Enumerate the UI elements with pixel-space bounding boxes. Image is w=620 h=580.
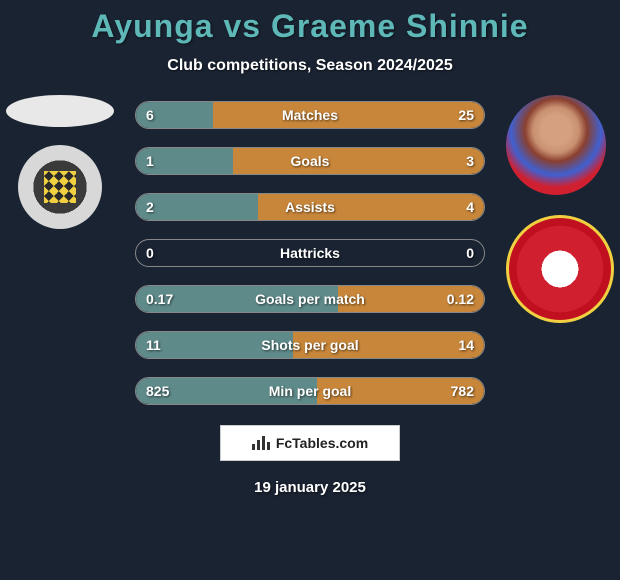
stat-value-left: 6 bbox=[146, 107, 154, 123]
stat-row: 825 782 Min per goal bbox=[135, 377, 485, 405]
stat-value-right: 3 bbox=[466, 153, 474, 169]
stat-value-left: 825 bbox=[146, 383, 169, 399]
stat-row: 11 14 Shots per goal bbox=[135, 331, 485, 359]
stat-value-right: 25 bbox=[458, 107, 474, 123]
stat-value-right: 14 bbox=[458, 337, 474, 353]
club-badge-left bbox=[18, 145, 102, 229]
player-left-placeholder bbox=[6, 95, 114, 127]
stat-row: 6 25 Matches bbox=[135, 101, 485, 129]
footer-brand-text: FcTables.com bbox=[276, 435, 368, 451]
stat-row: 0.17 0.12 Goals per match bbox=[135, 285, 485, 313]
footer-brand[interactable]: FcTables.com bbox=[220, 425, 400, 461]
stat-label: Shots per goal bbox=[261, 337, 358, 353]
stat-value-left: 11 bbox=[146, 337, 161, 353]
stat-row: 2 4 Assists bbox=[135, 193, 485, 221]
stat-value-left: 0.17 bbox=[146, 291, 173, 307]
stat-label: Hattricks bbox=[280, 245, 340, 261]
stat-value-right: 782 bbox=[451, 383, 474, 399]
stat-rows: 6 25 Matches 1 3 Goals 2 4 Assists 0 0 Hattricks 0.1… bbox=[135, 95, 485, 405]
stat-value-left: 1 bbox=[146, 153, 154, 169]
stat-value-right: 4 bbox=[466, 199, 474, 215]
stat-label: Matches bbox=[282, 107, 338, 123]
stats-area: 6 25 Matches 1 3 Goals 2 4 Assists 0 0 Hattricks 0.1… bbox=[0, 95, 620, 405]
bar-right bbox=[233, 148, 484, 174]
bar-right bbox=[213, 102, 484, 128]
chart-icon bbox=[252, 434, 270, 453]
player-right-photo bbox=[506, 95, 606, 195]
stat-row: 1 3 Goals bbox=[135, 147, 485, 175]
subtitle: Club competitions, Season 2024/2025 bbox=[0, 57, 620, 75]
stat-label: Assists bbox=[285, 199, 335, 215]
club-badge-right bbox=[506, 215, 614, 323]
stat-value-right: 0.12 bbox=[447, 291, 474, 307]
stat-label: Min per goal bbox=[269, 383, 351, 399]
stat-label: Goals per match bbox=[255, 291, 365, 307]
stat-label: Goals bbox=[291, 153, 330, 169]
footer-date: 19 january 2025 bbox=[0, 479, 620, 496]
page-title: Ayunga vs Graeme Shinnie bbox=[0, 8, 620, 45]
right-badges bbox=[506, 95, 614, 323]
stat-value-left: 2 bbox=[146, 199, 154, 215]
stat-value-left: 0 bbox=[146, 245, 154, 261]
left-badges bbox=[6, 95, 114, 229]
bar-left bbox=[136, 194, 258, 220]
stat-value-right: 0 bbox=[466, 245, 474, 261]
stat-row: 0 0 Hattricks bbox=[135, 239, 485, 267]
